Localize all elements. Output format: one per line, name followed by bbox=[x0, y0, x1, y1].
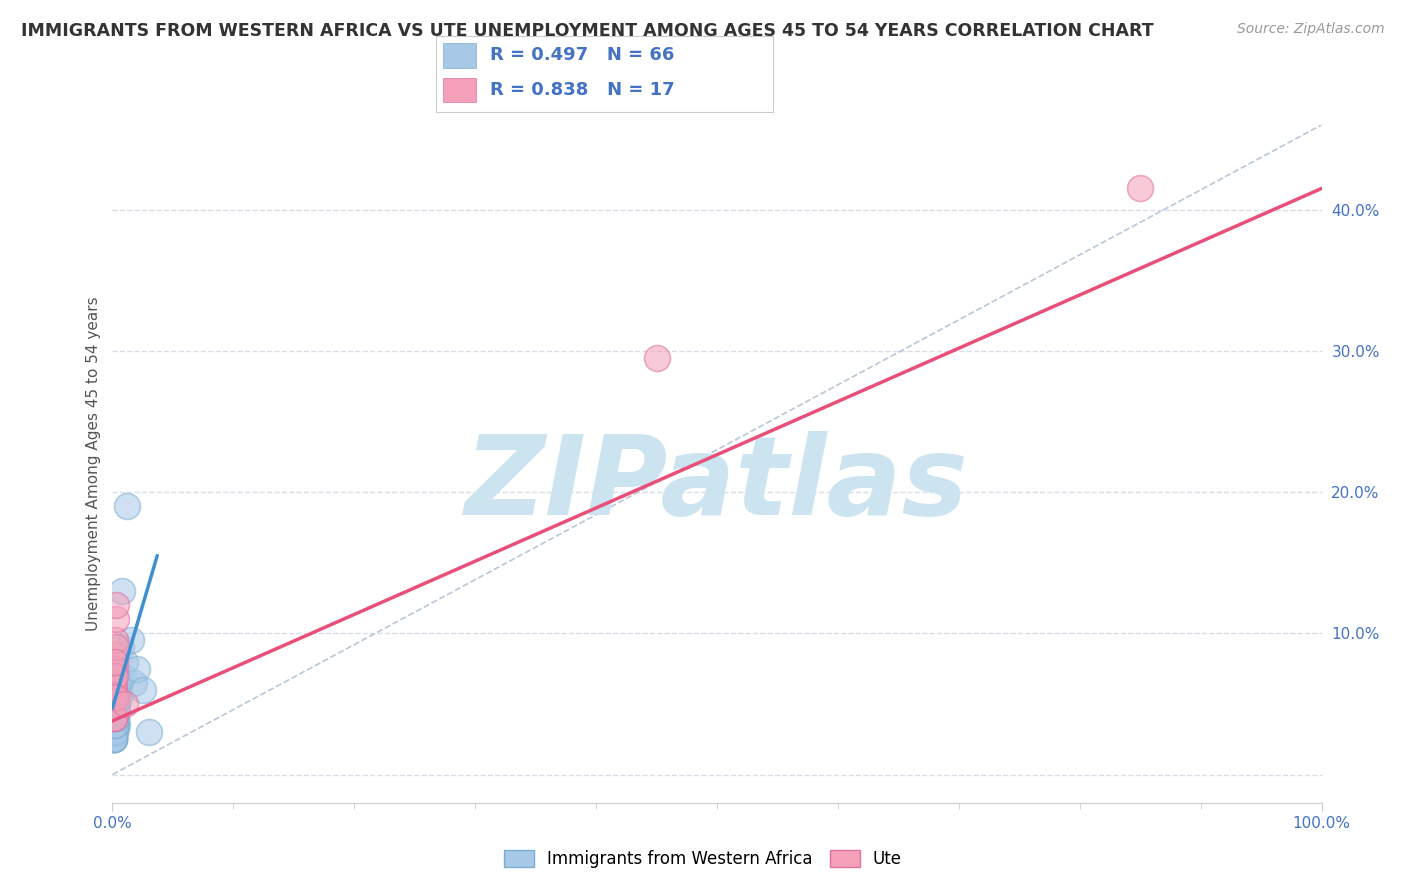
Point bbox=[104, 662, 127, 676]
Point bbox=[105, 711, 128, 725]
Point bbox=[105, 718, 128, 732]
Point bbox=[105, 669, 128, 683]
Point bbox=[103, 711, 125, 725]
Point bbox=[104, 669, 127, 683]
Point bbox=[105, 675, 128, 690]
Text: R = 0.497   N = 66: R = 0.497 N = 66 bbox=[489, 46, 675, 64]
Point bbox=[105, 704, 128, 718]
Point bbox=[104, 648, 127, 662]
Point bbox=[104, 711, 127, 725]
Point bbox=[104, 711, 127, 725]
Point bbox=[105, 675, 128, 690]
Text: IMMIGRANTS FROM WESTERN AFRICA VS UTE UNEMPLOYMENT AMONG AGES 45 TO 54 YEARS COR: IMMIGRANTS FROM WESTERN AFRICA VS UTE UN… bbox=[21, 22, 1154, 40]
Point bbox=[103, 682, 125, 697]
Point bbox=[105, 640, 128, 655]
Point bbox=[108, 675, 131, 690]
Point bbox=[105, 697, 128, 711]
Point bbox=[125, 662, 148, 676]
Point bbox=[645, 351, 668, 365]
Point bbox=[111, 584, 134, 599]
Legend: Immigrants from Western Africa, Ute: Immigrants from Western Africa, Ute bbox=[498, 843, 908, 875]
Point bbox=[105, 612, 128, 626]
Point bbox=[104, 725, 127, 739]
Point bbox=[103, 732, 125, 747]
Point bbox=[103, 682, 125, 697]
Point bbox=[105, 682, 128, 697]
Point bbox=[103, 682, 125, 697]
Point bbox=[103, 690, 125, 704]
Point bbox=[103, 690, 125, 704]
Point bbox=[103, 725, 125, 739]
Point bbox=[114, 655, 136, 669]
Point bbox=[132, 682, 155, 697]
Point bbox=[104, 655, 127, 669]
Point bbox=[104, 682, 127, 697]
Point bbox=[105, 682, 128, 697]
Point bbox=[103, 732, 125, 747]
Point bbox=[105, 711, 128, 725]
Point bbox=[104, 690, 127, 704]
Point bbox=[104, 718, 127, 732]
Point bbox=[105, 598, 128, 612]
Point bbox=[104, 711, 127, 725]
Point bbox=[103, 711, 125, 725]
Point bbox=[122, 675, 145, 690]
Point bbox=[104, 725, 127, 739]
Point bbox=[105, 690, 128, 704]
Point bbox=[105, 704, 128, 718]
Point bbox=[114, 697, 136, 711]
Point bbox=[120, 633, 142, 648]
Point bbox=[138, 725, 160, 739]
Text: ZIPatlas: ZIPatlas bbox=[465, 431, 969, 538]
Point bbox=[107, 690, 129, 704]
Point bbox=[105, 675, 128, 690]
Point bbox=[103, 697, 125, 711]
Point bbox=[103, 718, 125, 732]
Point bbox=[104, 704, 127, 718]
Point bbox=[103, 725, 125, 739]
Point bbox=[104, 711, 127, 725]
Point bbox=[105, 704, 128, 718]
Text: Source: ZipAtlas.com: Source: ZipAtlas.com bbox=[1237, 22, 1385, 37]
Point bbox=[104, 718, 127, 732]
Bar bbox=[443, 44, 477, 68]
Point bbox=[105, 690, 128, 704]
Point bbox=[103, 732, 125, 747]
Point bbox=[105, 704, 128, 718]
Point bbox=[105, 697, 128, 711]
Point bbox=[104, 711, 127, 725]
Point bbox=[103, 732, 125, 747]
Point bbox=[104, 718, 127, 732]
Text: R = 0.838   N = 17: R = 0.838 N = 17 bbox=[489, 81, 675, 99]
Point bbox=[104, 633, 127, 648]
Point bbox=[105, 669, 128, 683]
Point bbox=[110, 640, 132, 655]
Point bbox=[103, 675, 125, 690]
Point bbox=[105, 690, 128, 704]
Point bbox=[105, 697, 128, 711]
Point bbox=[115, 500, 138, 514]
Point bbox=[105, 697, 128, 711]
Point bbox=[1129, 181, 1152, 195]
Point bbox=[105, 704, 128, 718]
Point bbox=[103, 725, 125, 739]
Point bbox=[105, 690, 128, 704]
Point bbox=[105, 675, 128, 690]
Point bbox=[103, 732, 125, 747]
Point bbox=[104, 669, 127, 683]
Point bbox=[103, 711, 125, 725]
Y-axis label: Unemployment Among Ages 45 to 54 years: Unemployment Among Ages 45 to 54 years bbox=[86, 296, 101, 632]
Point bbox=[112, 669, 135, 683]
Point bbox=[105, 718, 128, 732]
Point bbox=[104, 675, 127, 690]
Point bbox=[103, 718, 125, 732]
Bar bbox=[443, 78, 477, 103]
